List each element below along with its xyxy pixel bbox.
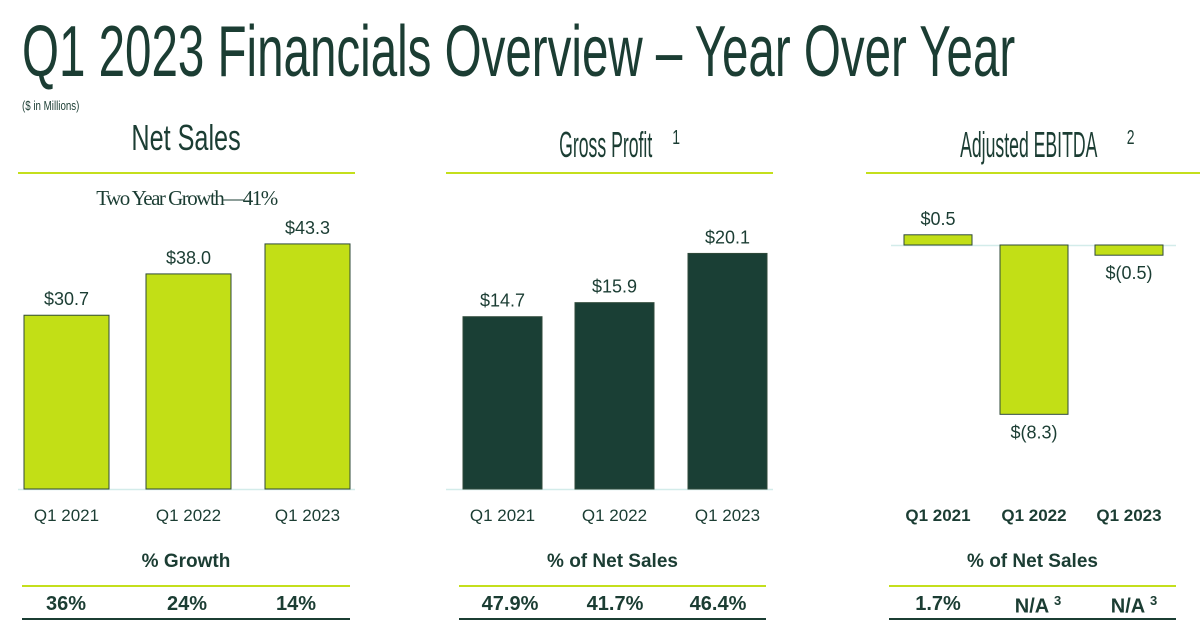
bar-q1-2022	[999, 244, 1069, 415]
category-label: Q1 2022	[1001, 506, 1066, 525]
gross-profit-title-text: Gross Profit	[559, 124, 653, 165]
table-value-na: N/A 3	[1084, 593, 1184, 619]
data-label: $43.3	[285, 218, 330, 238]
ebitda-table-header: % of Net Sales	[967, 551, 1098, 572]
footnote-1: 1	[672, 127, 680, 149]
table-divider	[22, 585, 350, 587]
table-value: N/A	[1014, 595, 1049, 618]
table-value: 46.4%	[689, 593, 747, 615]
net-sales-title: Net Sales	[18, 118, 355, 158]
bar-q1-2022	[574, 302, 655, 490]
table-divider	[459, 585, 766, 587]
data-label: $0.5	[920, 209, 955, 229]
category-label: Q1 2021	[905, 506, 970, 525]
bar-q1-2022	[145, 273, 232, 490]
table-bottom-rule	[22, 618, 350, 620]
bar-q1-2021	[23, 314, 110, 490]
table-bottom-rule	[459, 618, 766, 620]
table-value: 41.7%	[586, 593, 644, 615]
table-value-na: N/A 3	[988, 593, 1088, 619]
category-label: Q1 2022	[156, 506, 221, 525]
ebitda-title-text: Adjusted EBITDA	[960, 124, 1098, 165]
category-label: Q1 2023	[275, 506, 340, 525]
table-value: 24%	[166, 593, 208, 615]
bar-q1-2021	[462, 316, 543, 490]
two-year-growth: Two Year Growth—41%	[96, 186, 278, 210]
bar-q1-2023	[687, 252, 768, 490]
bar-q1-2023	[264, 243, 351, 490]
ebitda-divider	[866, 172, 1200, 174]
category-label: Q1 2022	[582, 506, 647, 525]
bar-q1-2023	[1094, 244, 1164, 256]
data-label: $(8.3)	[1010, 422, 1057, 442]
page-title: Q1 2023 Financials Overview – Year Over …	[22, 12, 1016, 92]
data-label: $20.1	[705, 227, 750, 247]
units-note: ($ in Millions)	[22, 98, 80, 113]
bar-q1-2021	[903, 234, 973, 246]
table-value: 47.9%	[481, 593, 539, 615]
data-label: $38.0	[166, 248, 211, 268]
category-label: Q1 2021	[34, 506, 99, 525]
table-value: 36%	[45, 593, 87, 615]
footnote-3: 3	[1150, 593, 1158, 608]
footnote-2: 2	[1127, 127, 1135, 149]
table-value: 1.7%	[915, 593, 961, 615]
table-value: N/A	[1110, 595, 1145, 618]
table-bottom-rule	[889, 618, 1176, 620]
gross-profit-title: Gross Profit 1	[446, 118, 773, 165]
category-label: Q1 2023	[1096, 506, 1161, 525]
gross-profit-divider	[446, 172, 773, 174]
table-value: 14%	[275, 593, 317, 615]
category-label: Q1 2021	[470, 506, 535, 525]
footnote-3: 3	[1054, 593, 1062, 608]
gross-profit-table-header: % of Net Sales	[547, 551, 678, 572]
data-label: $30.7	[44, 289, 89, 309]
net-sales-title-text: Net Sales	[131, 117, 242, 158]
net-sales-divider	[18, 172, 355, 174]
data-label: $14.7	[480, 291, 525, 311]
data-label: $(0.5)	[1105, 263, 1152, 283]
category-label: Q1 2023	[695, 506, 760, 525]
table-divider	[889, 585, 1176, 587]
ebitda-title: Adjusted EBITDA 2	[866, 118, 1200, 165]
data-label: $15.9	[592, 277, 637, 297]
net-sales-table-header: % Growth	[141, 551, 231, 572]
